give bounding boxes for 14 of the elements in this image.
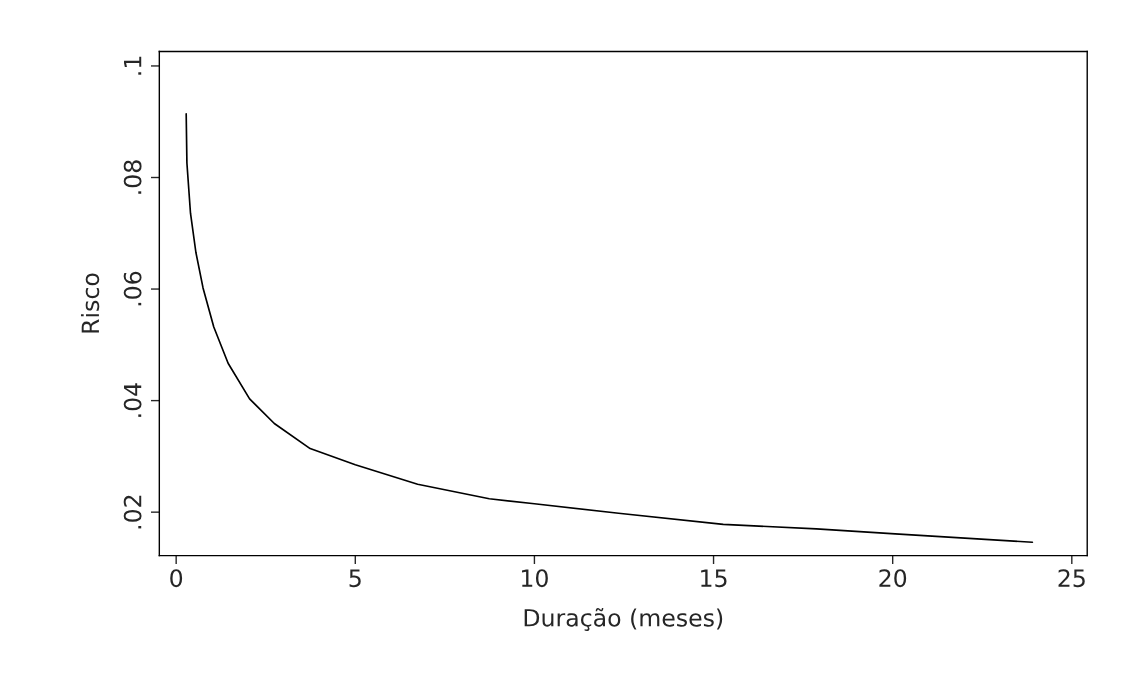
y-axis-title: Risco (80, 273, 100, 333)
y-tick-label: .04 (123, 383, 142, 417)
y-tick-label: .02 (123, 495, 142, 529)
x-tick-label: 0 (170, 569, 183, 588)
x-axis-title: Duração (meses) (524, 608, 723, 631)
y-tick-label: .06 (123, 271, 142, 306)
line-series (185, 113, 1034, 544)
x-tick-label: 15 (701, 569, 727, 588)
x-tick-label: 20 (879, 569, 907, 588)
x-tick-label: 5 (349, 569, 361, 588)
x-tick-label: 10 (521, 569, 548, 588)
y-tick-label: .1 (124, 56, 142, 75)
y-tick-label: .08 (123, 160, 142, 194)
x-tick-label: 25 (1058, 569, 1085, 588)
